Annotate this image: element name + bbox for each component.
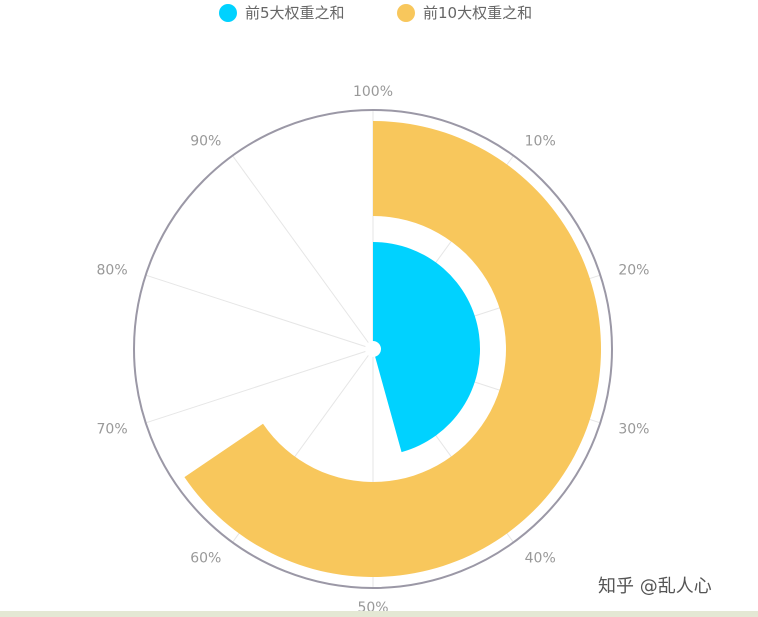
- grid-spoke: [146, 348, 374, 424]
- legend-label: 前10大权重之和: [423, 4, 532, 22]
- angle-tick-label: 70%: [97, 422, 128, 438]
- legend[interactable]: 前5大权重之和 前10大权重之和: [219, 4, 532, 22]
- angle-tick-label: 80%: [97, 262, 128, 278]
- angle-tick-label: 10%: [525, 133, 556, 149]
- center-dot: [365, 341, 381, 357]
- angle-tick-label: 40%: [525, 551, 556, 567]
- watermark: 知乎 @乱人心: [598, 576, 712, 597]
- bar-1[interactable]: [373, 242, 480, 453]
- legend-label: 前5大权重之和: [245, 4, 345, 22]
- bar-2[interactable]: [184, 121, 601, 577]
- angle-axis-line: [133, 109, 613, 589]
- angle-axis-ticks: 100%10%20%30%40%50%60%70%80%90%: [97, 84, 650, 616]
- grid-spoke: [232, 156, 374, 350]
- angle-tick-label: 90%: [190, 133, 221, 149]
- legend-item-1[interactable]: 前5大权重之和: [219, 4, 345, 22]
- angle-tick-label: 100%: [353, 84, 393, 100]
- angle-tick-label: 20%: [618, 262, 649, 278]
- grid-spoke: [146, 274, 374, 350]
- angle-tick-label: 30%: [618, 422, 649, 438]
- legend-marker: [397, 4, 415, 22]
- bars: [184, 121, 601, 577]
- angle-tick-label: 60%: [190, 551, 221, 567]
- legend-item-2[interactable]: 前10大权重之和: [397, 4, 532, 22]
- legend-marker: [219, 4, 237, 22]
- bottom-strip: [0, 611, 758, 617]
